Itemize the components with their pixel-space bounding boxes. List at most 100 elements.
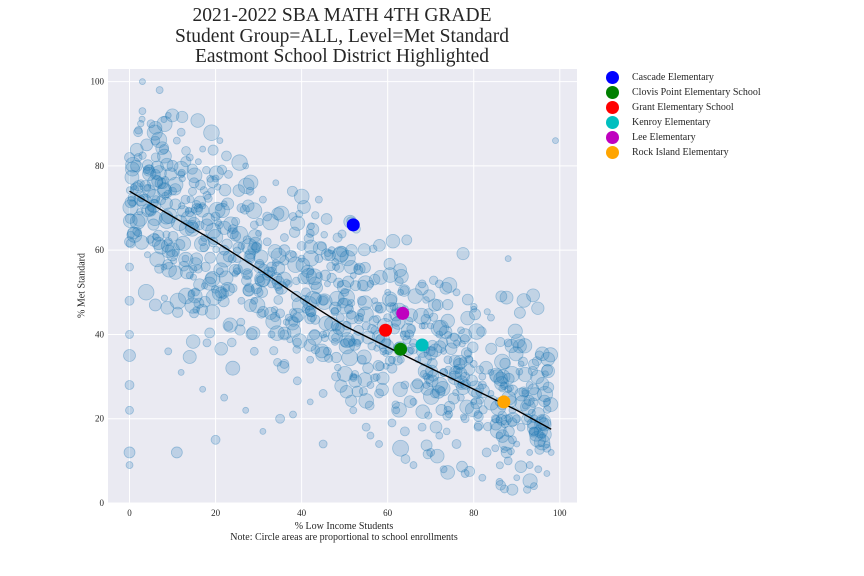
school-point — [288, 226, 301, 238]
school-point — [251, 241, 262, 252]
school-point — [307, 222, 315, 231]
school-point — [347, 299, 356, 308]
school-point — [542, 397, 551, 406]
school-point — [399, 426, 410, 437]
school-point — [479, 360, 493, 375]
school-point — [470, 305, 478, 313]
y-tick-label: 60 — [95, 245, 105, 255]
school-point — [189, 308, 199, 319]
school-point — [411, 378, 424, 390]
school-point — [506, 384, 519, 396]
school-point — [534, 444, 545, 455]
school-point — [267, 279, 276, 289]
school-point — [520, 399, 536, 415]
school-point — [507, 447, 515, 456]
school-point — [523, 485, 532, 494]
school-point — [439, 281, 453, 295]
school-point — [293, 188, 310, 205]
school-point — [249, 220, 259, 230]
y-tick-label: 100 — [91, 77, 105, 87]
school-point — [440, 313, 455, 329]
school-point — [231, 225, 249, 243]
school-point — [270, 247, 287, 264]
school-point — [367, 341, 377, 351]
school-point — [136, 179, 145, 188]
school-point — [310, 344, 321, 355]
school-point — [193, 297, 205, 309]
school-point — [386, 362, 398, 374]
school-point — [125, 161, 140, 177]
school-point — [353, 338, 362, 347]
school-point — [358, 386, 368, 396]
school-point — [136, 208, 144, 216]
school-point — [495, 478, 504, 486]
school-point — [354, 314, 364, 325]
school-point — [431, 299, 444, 311]
school-point — [312, 241, 327, 256]
school-point — [236, 317, 246, 327]
school-point — [153, 239, 169, 255]
school-point — [331, 371, 341, 382]
school-point — [243, 298, 257, 313]
chart-title: 2021-2022 SBA MATH 4TH GRADE Student Gro… — [60, 5, 624, 68]
school-point — [177, 205, 190, 218]
school-point — [429, 448, 445, 464]
school-point — [537, 439, 546, 448]
school-point — [454, 367, 468, 380]
school-point — [409, 397, 418, 406]
school-point — [226, 227, 239, 240]
school-point — [167, 176, 184, 193]
school-point — [237, 259, 254, 275]
school-point — [269, 272, 283, 285]
school-point — [146, 119, 156, 129]
school-point — [273, 357, 282, 367]
highlighted-school-point — [396, 306, 410, 320]
school-point — [310, 314, 321, 325]
school-point — [214, 202, 230, 219]
school-point — [177, 170, 186, 179]
school-point — [372, 301, 383, 312]
school-point — [375, 382, 389, 397]
legend-label: Kenroy Elementary — [632, 117, 711, 128]
legend-marker-icon — [606, 146, 619, 159]
school-point — [269, 346, 279, 356]
school-point — [512, 339, 527, 354]
school-point — [356, 354, 367, 365]
school-point — [217, 220, 232, 235]
school-point — [392, 355, 403, 366]
school-point — [190, 113, 206, 128]
school-point — [534, 350, 544, 360]
school-point — [388, 355, 396, 364]
school-point — [370, 325, 380, 335]
school-point — [286, 185, 298, 197]
school-point — [251, 242, 262, 254]
school-point — [195, 220, 205, 231]
school-point — [438, 325, 453, 339]
school-point — [148, 120, 163, 135]
school-point — [166, 249, 179, 262]
school-point — [458, 357, 467, 366]
school-point — [382, 362, 390, 370]
school-point — [461, 293, 474, 306]
school-point — [284, 313, 293, 322]
school-point — [264, 306, 278, 320]
school-point — [290, 307, 305, 323]
school-point — [160, 300, 175, 315]
school-point — [489, 367, 504, 383]
school-point — [234, 324, 246, 336]
school-point — [422, 449, 433, 460]
school-point — [306, 267, 315, 276]
school-point — [514, 395, 531, 412]
school-point — [125, 262, 134, 272]
school-point — [384, 294, 398, 307]
legend: Cascade Elementary Clovis Point Elementar… — [606, 70, 761, 160]
school-point — [329, 290, 345, 307]
school-point — [221, 150, 232, 162]
school-point — [203, 124, 220, 141]
school-point — [334, 379, 348, 393]
school-point — [256, 286, 269, 298]
school-point — [435, 431, 444, 440]
school-point — [441, 277, 458, 293]
school-point — [508, 435, 517, 445]
school-point — [470, 398, 478, 406]
